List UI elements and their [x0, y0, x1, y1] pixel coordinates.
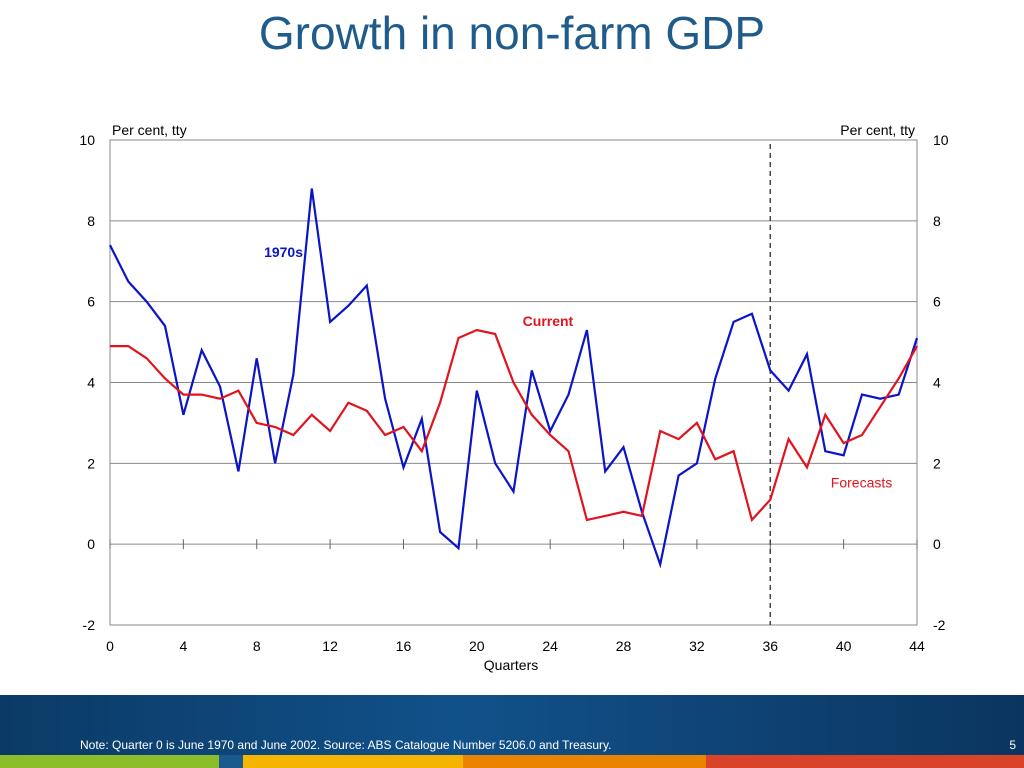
y-tick-label-left: 0	[87, 536, 95, 552]
x-tick-label: 28	[616, 638, 632, 654]
x-tick-label: 4	[179, 638, 187, 654]
stripe-segment	[0, 755, 219, 768]
x-tick-label: 44	[909, 638, 925, 654]
page-number: 5	[1009, 738, 1016, 752]
y-tick-label-left: 4	[87, 375, 95, 391]
series-line-1970s	[109, 188, 919, 569]
annotation-label: Current	[523, 313, 574, 329]
x-tick-label: 20	[469, 638, 485, 654]
y-tick-label-right: 6	[933, 294, 941, 310]
series-line-current	[110, 328, 918, 523]
footer-note: Note: Quarter 0 is June 1970 and June 20…	[80, 738, 612, 752]
y-tick-label-right: 2	[933, 455, 941, 471]
x-axis-label: Quarters	[484, 657, 538, 673]
x-tick-label: 24	[542, 638, 558, 654]
slide-title: Growth in non-farm GDP	[258, 7, 766, 59]
x-tick-label: 12	[322, 638, 338, 654]
x-tick-label: 32	[689, 638, 705, 654]
y-tick-label-left: 8	[87, 213, 95, 229]
stripe-segment	[243, 755, 463, 768]
gdp-growth-chart: -2 -20 02 24 46 68 810 100 4 8 12 16 20 24 28 32 36 40 44P…	[79, 122, 949, 673]
x-tick-label: 36	[762, 638, 778, 654]
y-tick-label-right: 0	[933, 536, 941, 552]
x-tick-label: 40	[836, 638, 852, 654]
y-tick-label-left: -2	[83, 617, 96, 633]
annotation-label: 1970s	[264, 244, 303, 260]
y-axis-label-left: Per cent, tty	[112, 122, 187, 138]
x-tick-label: 16	[396, 638, 412, 654]
x-tick-label: 8	[253, 638, 261, 654]
y-tick-label-left: 2	[87, 455, 95, 471]
x-tick-label: 0	[106, 638, 114, 654]
y-tick-label-right: 10	[933, 132, 949, 148]
y-tick-label-right: 4	[933, 375, 941, 391]
y-tick-label-left: 6	[87, 294, 95, 310]
annotation-label: Forecasts	[831, 475, 892, 491]
stripe-segment	[706, 755, 1024, 768]
stripe-segment	[463, 755, 706, 768]
stripe-segment	[219, 755, 243, 768]
y-axis-label-right: Per cent, tty	[840, 122, 915, 138]
y-tick-label-left: 10	[79, 132, 95, 148]
footer-bar	[0, 695, 1024, 755]
y-tick-label-right: 8	[933, 213, 941, 229]
plot-frame	[109, 139, 918, 626]
y-tick-label-right: -2	[933, 617, 946, 633]
